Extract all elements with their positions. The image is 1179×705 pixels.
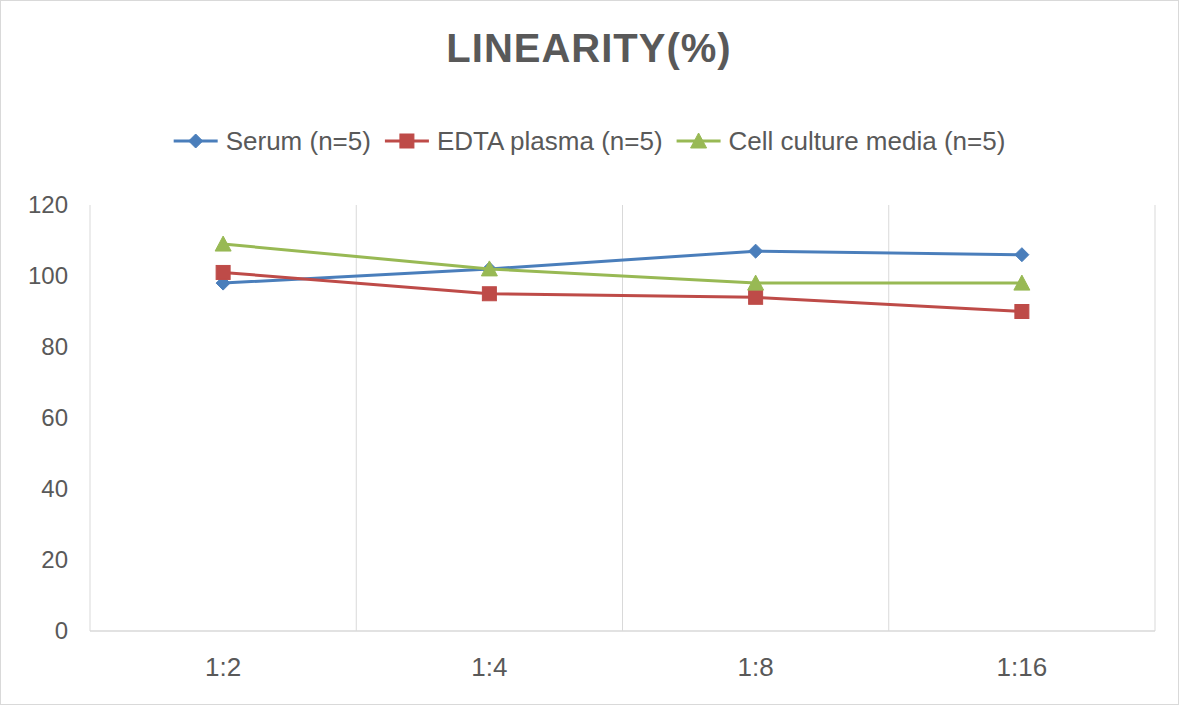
- marker: [215, 236, 231, 251]
- grid-line: [356, 205, 357, 631]
- x-tick-label: 1:4: [471, 652, 507, 682]
- y-tick-label: 20: [41, 546, 68, 573]
- legend-item: Serum (n=5): [174, 126, 371, 156]
- plot-area: [215, 236, 1030, 318]
- legend: Serum (n=5) EDTA plasma (n=5) Cell culture…: [174, 126, 1006, 156]
- marker: [216, 265, 230, 279]
- legend-item: EDTA plasma (n=5): [385, 126, 663, 156]
- marker: [748, 275, 764, 290]
- marker: [1015, 305, 1029, 319]
- title: LINEARITY(%): [446, 26, 731, 70]
- marker: [481, 261, 497, 276]
- y-tick-label: 80: [41, 333, 68, 360]
- grid-line: [1155, 205, 1156, 631]
- legend-label: Cell culture media (n=5): [729, 126, 1006, 156]
- legend-marker: [189, 134, 203, 148]
- marker: [1015, 248, 1029, 262]
- series-line: [223, 272, 1022, 311]
- y-tick-label: 100: [28, 262, 68, 289]
- x-tick-label: 1:2: [205, 652, 241, 682]
- x-tick-label: 1:16: [997, 652, 1048, 682]
- x-tick-label: 1:8: [738, 652, 774, 682]
- marker: [749, 244, 763, 258]
- marker: [1014, 275, 1030, 290]
- series-line: [223, 244, 1022, 283]
- grid-line: [622, 205, 623, 631]
- y-tick-label: 60: [41, 404, 68, 431]
- grid-line: [888, 205, 889, 631]
- legend-label: Serum (n=5): [226, 126, 371, 156]
- x-axis: [90, 630, 1155, 632]
- grid-line: [90, 205, 91, 631]
- marker: [482, 287, 496, 301]
- legend-marker: [400, 134, 414, 148]
- chart: LINEARITY(%) 0 20 40 60 80 100 120 1:2 1:4 1:8 1:16…: [0, 0, 1179, 705]
- legend-item: Cell culture media (n=5): [677, 126, 1006, 156]
- y-tick-label: 40: [41, 475, 68, 502]
- marker: [749, 290, 763, 304]
- legend-marker: [691, 133, 707, 148]
- background: [1, 1, 1179, 705]
- y-tick-label: 0: [55, 617, 68, 644]
- legend-label: EDTA plasma (n=5): [437, 126, 663, 156]
- y-tick-label: 120: [28, 191, 68, 218]
